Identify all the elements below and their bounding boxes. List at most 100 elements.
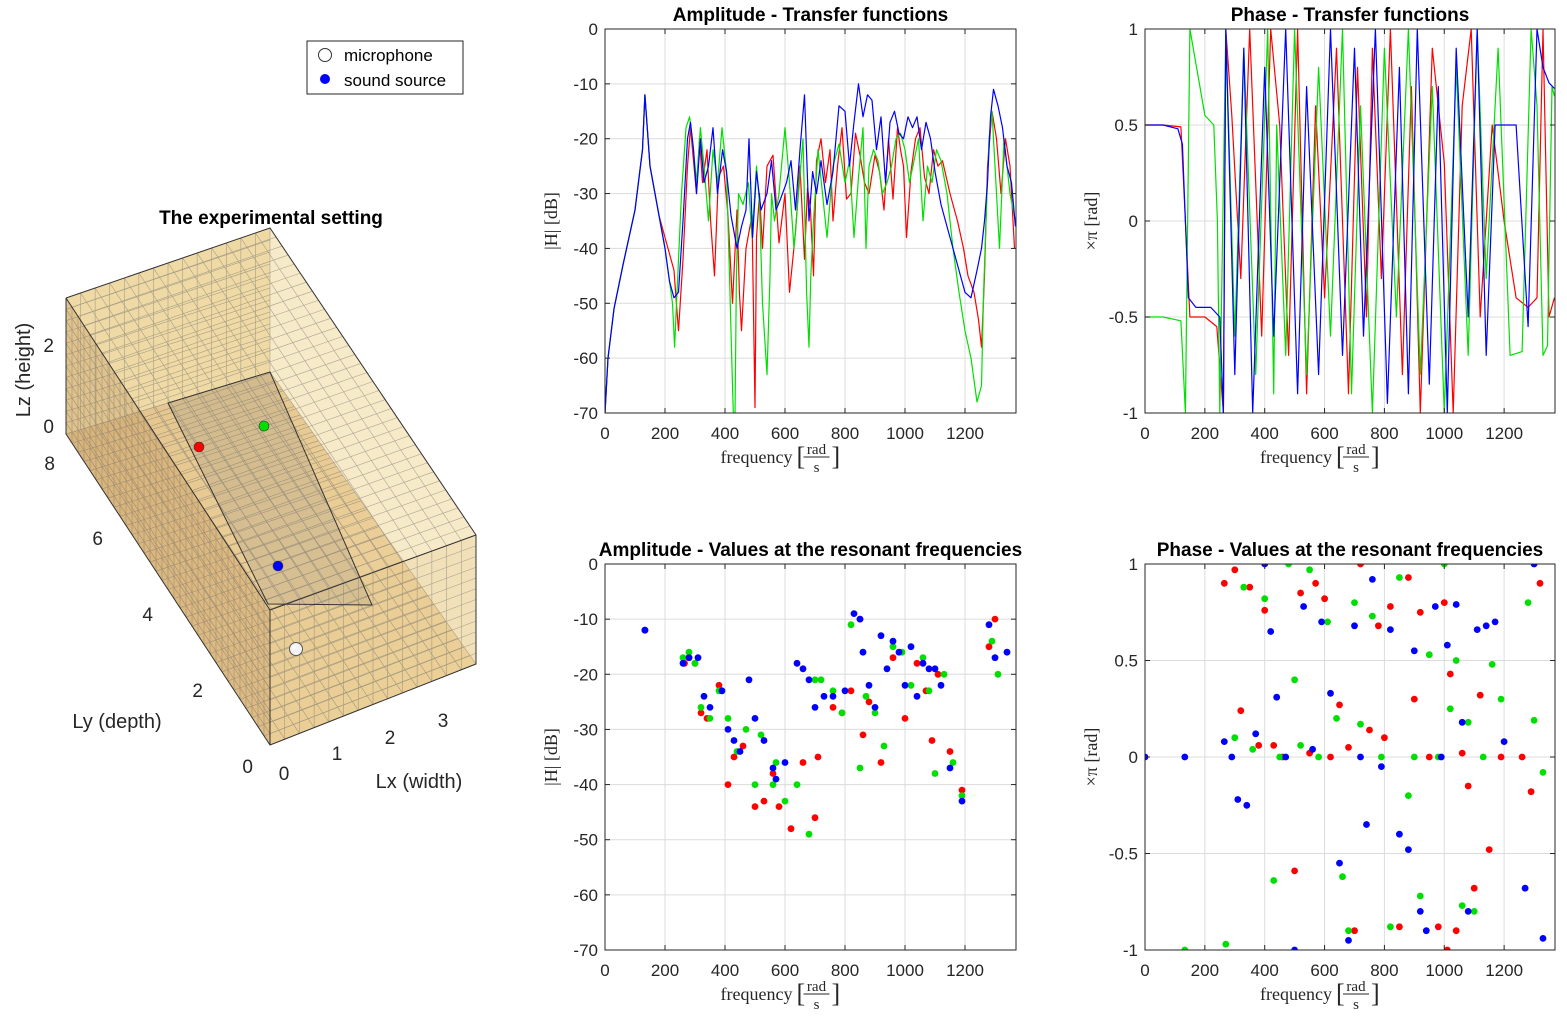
y-tick-4: 4 [142,605,153,626]
point-green [949,759,957,766]
point-red [859,731,867,739]
point-red [1476,691,1484,699]
point-green [805,830,813,838]
point-blue [769,764,777,772]
experimental-setting-panel: The experimental setting microphone soun… [13,40,477,793]
point-blue [841,687,849,695]
y-tick-label: 1 [1129,555,1138,574]
source-plane [167,371,373,606]
y-axis-label: ×π [rad] [1081,192,1101,251]
setting-title: The experimental setting [159,208,383,229]
y-axis-label: Ly (depth) [72,711,161,733]
point-green [1249,745,1257,753]
chart-title: Phase - Transfer functions [1231,5,1470,26]
point-green [1464,718,1472,726]
point-red [958,786,966,794]
x-axis-label: frequency [1260,447,1332,467]
point-blue [805,676,813,684]
point-blue [1491,618,1499,626]
x-tick-label: 400 [711,961,739,980]
point-green [697,704,705,711]
point-blue [679,659,687,667]
chart-title: Phase - Values at the resonant frequenci… [1157,540,1543,561]
point-green [1351,599,1358,606]
room-box [65,227,477,746]
point-red [1518,753,1526,761]
legend-microphone-marker [318,48,332,62]
point-green [1181,946,1189,950]
point-green [1222,940,1230,948]
point-green [793,781,801,788]
x-axis-label: frequency [1260,984,1332,1004]
point-red [1458,749,1466,757]
point-green [889,643,897,651]
point-green [838,709,846,717]
y-tick-label: -0.5 [1109,845,1138,864]
point-red [1485,846,1493,853]
y-tick-label: -60 [573,349,598,368]
point-blue [991,654,999,662]
point-green [925,687,933,695]
x-tick-label: 1000 [886,424,924,443]
point-red [1336,701,1343,709]
point-green [1270,877,1278,884]
x-tick-label: 1200 [1485,961,1523,980]
x-unit-numerator: rad [1346,979,1366,995]
point-red [1416,608,1424,616]
point-blue [1252,730,1260,738]
x-tick-1: 1 [332,744,343,765]
room-edges [65,227,477,746]
x-axis-label: frequency [721,984,793,1004]
point-red [769,770,777,777]
y-tick-label: -10 [573,75,598,94]
point-green [1306,566,1313,574]
point-green [1488,661,1496,668]
point-green [1315,753,1322,761]
point-red [811,814,819,822]
point-blue [1273,693,1281,701]
point-blue [1539,935,1547,942]
point-blue [1422,927,1430,935]
point-blue [781,759,789,766]
point-blue [1369,576,1376,583]
point-green [829,687,837,695]
phase-resonant-chart: 0 200 400 600 800 1000 1200 1 0.5 0 -0.5 -1 Phase - … [1081,540,1556,1013]
point-blue [958,797,966,805]
point-blue [1473,626,1481,633]
point-blue [937,681,945,689]
point-blue [1351,622,1358,630]
point-red [751,803,759,810]
point-red [760,797,768,805]
series-green-line [1145,29,1555,413]
source-red [193,441,205,453]
point-blue [985,621,993,629]
point-blue [1452,601,1460,608]
x-tick-label: 600 [1310,961,1338,980]
point-blue [871,704,879,711]
y-tick-label: -30 [573,720,598,739]
point-blue [895,648,903,656]
source-blue [272,560,284,572]
y-axis-label: ×π [rad] [1081,728,1101,787]
point-blue [1521,884,1529,892]
x-tick-label: 600 [1310,424,1338,443]
x-tick-label: 1000 [1425,961,1463,980]
series-green-line [605,94,1016,413]
z-tick-0: 0 [43,417,54,438]
x-unit-denominator: s [1353,997,1359,1013]
y-tick-label: -50 [573,831,598,850]
point-red [1237,707,1245,715]
x-tick-label: 1000 [886,961,924,980]
point-blue [865,681,873,689]
point-blue [1443,641,1451,649]
x-tick-label: 1200 [946,961,984,980]
point-green [1324,618,1331,626]
legend-source-label: sound source [344,71,446,90]
plot-area [605,564,1016,950]
point-red [715,681,723,689]
point-blue [1437,753,1445,761]
point-red [724,781,732,788]
point-green [1410,753,1418,761]
point-red [1446,670,1454,678]
